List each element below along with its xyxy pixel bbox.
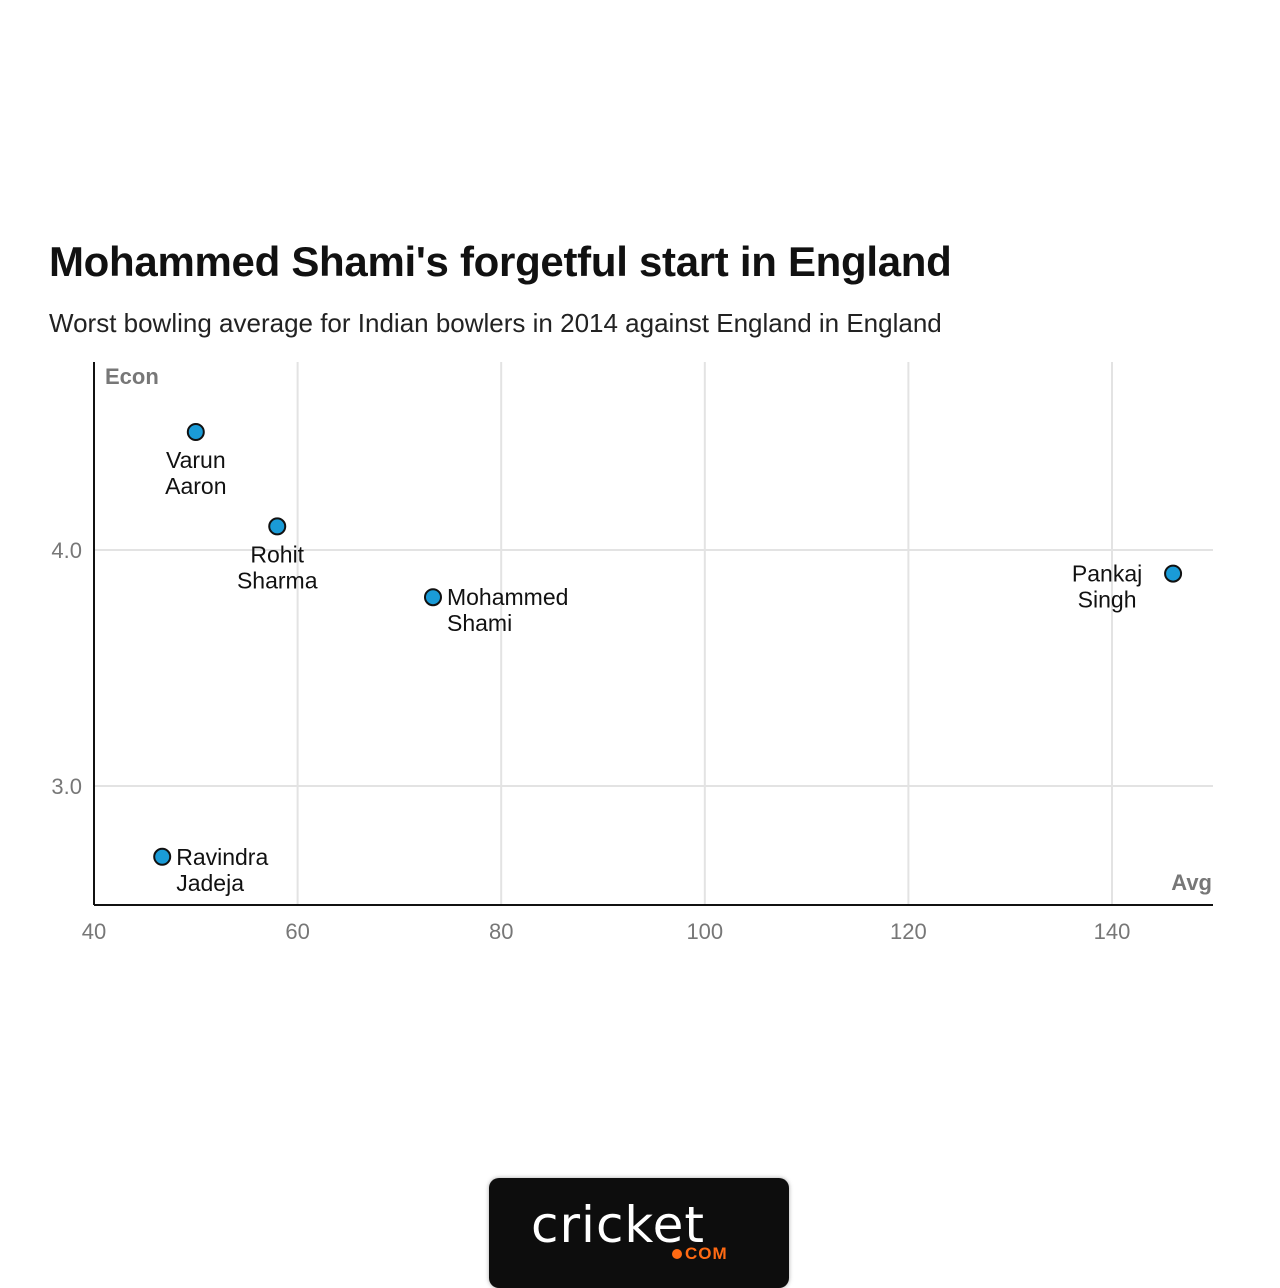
- cricket-com-logo[interactable]: cricket COM: [489, 1178, 789, 1288]
- data-point: [153, 847, 172, 866]
- y-tick-label: 4.0: [51, 538, 82, 563]
- y-tick-label: 3.0: [51, 774, 82, 799]
- x-tick-label: 100: [686, 919, 723, 944]
- data-label-line: Ravindra: [176, 844, 268, 870]
- data-label-line: Pankaj: [1072, 561, 1142, 587]
- data-label-line: Rohit: [250, 541, 304, 567]
- x-tick-label: 40: [82, 919, 106, 944]
- data-label: Ravindra Jadeja: [176, 844, 268, 896]
- x-tick-label: 140: [1094, 919, 1131, 944]
- axis-layer: 40 60 80 100 120 140 3.0 4.0 Econ Avg: [51, 362, 1213, 944]
- logo-subtext: COM: [685, 1244, 728, 1263]
- x-tick-label: 60: [285, 919, 309, 944]
- data-label: Rohit Sharma: [237, 541, 318, 593]
- chart-subtitle: Worst bowling average for Indian bowlers…: [49, 308, 942, 338]
- x-tick-label: 120: [890, 919, 927, 944]
- chart-title: Mohammed Shami's forgetful start in Engl…: [49, 238, 952, 285]
- data-label: Mohammed Shami: [447, 584, 568, 636]
- data-label-line: Shami: [447, 610, 512, 636]
- data-label-line: Singh: [1078, 587, 1137, 613]
- logo-dot-icon: [672, 1249, 682, 1259]
- data-label-line: Jadeja: [176, 870, 244, 896]
- y-axis-title: Econ: [105, 364, 159, 389]
- logo-wordmark: cricket: [531, 1196, 705, 1254]
- data-label-line: Varun: [166, 447, 226, 473]
- data-point: [186, 423, 205, 441]
- data-label-line: Mohammed: [447, 584, 568, 610]
- data-label-line: Aaron: [165, 473, 226, 499]
- data-point: [268, 517, 287, 536]
- data-point: [1164, 564, 1183, 583]
- data-point: [423, 588, 442, 607]
- data-label: Pankaj Singh: [1072, 561, 1142, 613]
- x-axis-title: Avg: [1171, 870, 1212, 895]
- grid-layer: [94, 362, 1213, 905]
- x-tick-label: 80: [489, 919, 513, 944]
- data-label: Varun Aaron: [165, 447, 226, 499]
- data-label-line: Sharma: [237, 567, 318, 593]
